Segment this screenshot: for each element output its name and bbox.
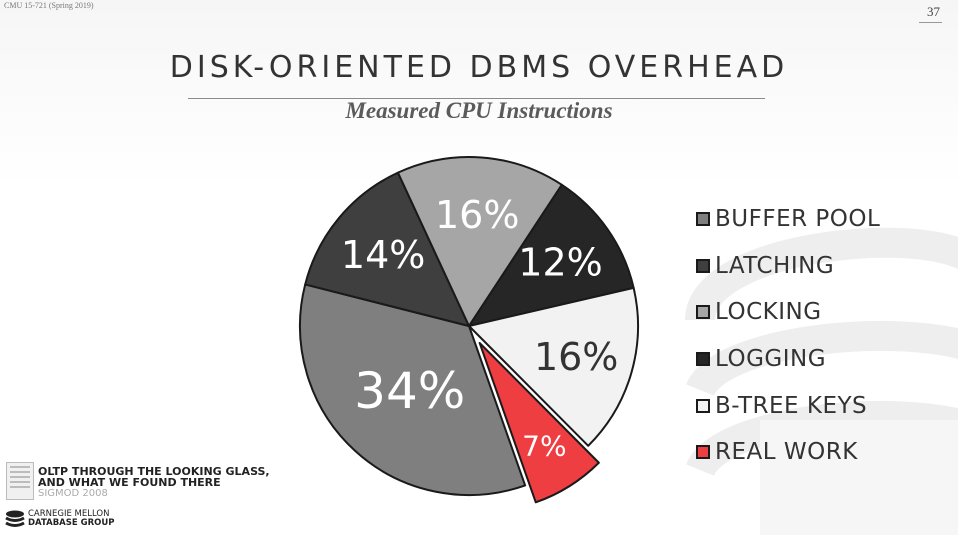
pie-label-logging: 12% xyxy=(518,240,602,284)
pie-label-buffer-pool: 34% xyxy=(354,362,465,420)
pie-label-locking: 16% xyxy=(435,193,519,237)
legend-swatch xyxy=(696,305,710,320)
legend-item-b-tree-keys: B-TREE KEYS xyxy=(696,382,880,429)
legend-label: REAL WORK xyxy=(715,439,858,466)
legend-swatch xyxy=(696,258,710,273)
pie-label-b-tree-keys: 16% xyxy=(534,335,618,379)
legend-item-real-work: REAL WORK xyxy=(696,429,880,476)
pie-slice-latching xyxy=(304,171,470,327)
course-label: CMU 15-721 (Spring 2019) xyxy=(4,1,94,10)
cmu-db-logo: CARNEGIE MELLON DATABASE GROUP xyxy=(5,510,115,528)
pie-slice-logging xyxy=(468,183,635,327)
logo-line-2: DATABASE GROUP xyxy=(28,518,115,528)
pie-slice-b-tree-keys xyxy=(468,286,639,447)
paper-thumbnail-icon xyxy=(6,462,34,500)
logo-line-1: CARNEGIE MELLON xyxy=(28,509,110,519)
reference-venue: SIGMOD 2008 xyxy=(38,488,108,499)
pie-label-real-work: 7% xyxy=(522,429,566,462)
legend-item-logging: LOGGING xyxy=(696,336,880,383)
chart-subtitle: Measured CPU Instructions xyxy=(345,98,613,123)
chart-legend: BUFFER POOL LATCHING LOCKING LOGGING B-TREE … xyxy=(696,196,880,476)
legend-swatch xyxy=(696,212,710,227)
legend-label: BUFFER POOL xyxy=(715,206,881,233)
legend-label: LOGGING xyxy=(715,346,827,373)
slide-title: DISK-ORIENTED DBMS OVERHEAD xyxy=(169,50,789,85)
legend-swatch xyxy=(696,352,710,367)
database-logo-icon xyxy=(5,510,25,527)
pie-slice-locking xyxy=(396,156,563,327)
pie-slice-buffer-pool xyxy=(299,283,527,496)
reference-title: OLTP THROUGH THE LOOKING GLASS, AND WHAT… xyxy=(38,465,270,489)
legend-swatch xyxy=(696,445,710,460)
paper-reference: OLTP THROUGH THE LOOKING GLASS, AND WHAT… xyxy=(6,462,270,500)
pie-slice-real-work xyxy=(478,341,600,504)
legend-label: B-TREE KEYS xyxy=(715,392,868,419)
title-divider xyxy=(188,98,765,99)
legend-item-latching: LATCHING xyxy=(696,243,880,290)
legend-item-buffer-pool: BUFFER POOL xyxy=(696,196,880,243)
pie-label-latching: 14% xyxy=(341,233,425,277)
legend-swatch xyxy=(696,398,710,413)
legend-label: LOCKING xyxy=(715,299,822,326)
legend-item-locking: LOCKING xyxy=(696,289,880,336)
legend-label: LATCHING xyxy=(715,252,835,279)
page-number: 37 xyxy=(919,4,942,23)
